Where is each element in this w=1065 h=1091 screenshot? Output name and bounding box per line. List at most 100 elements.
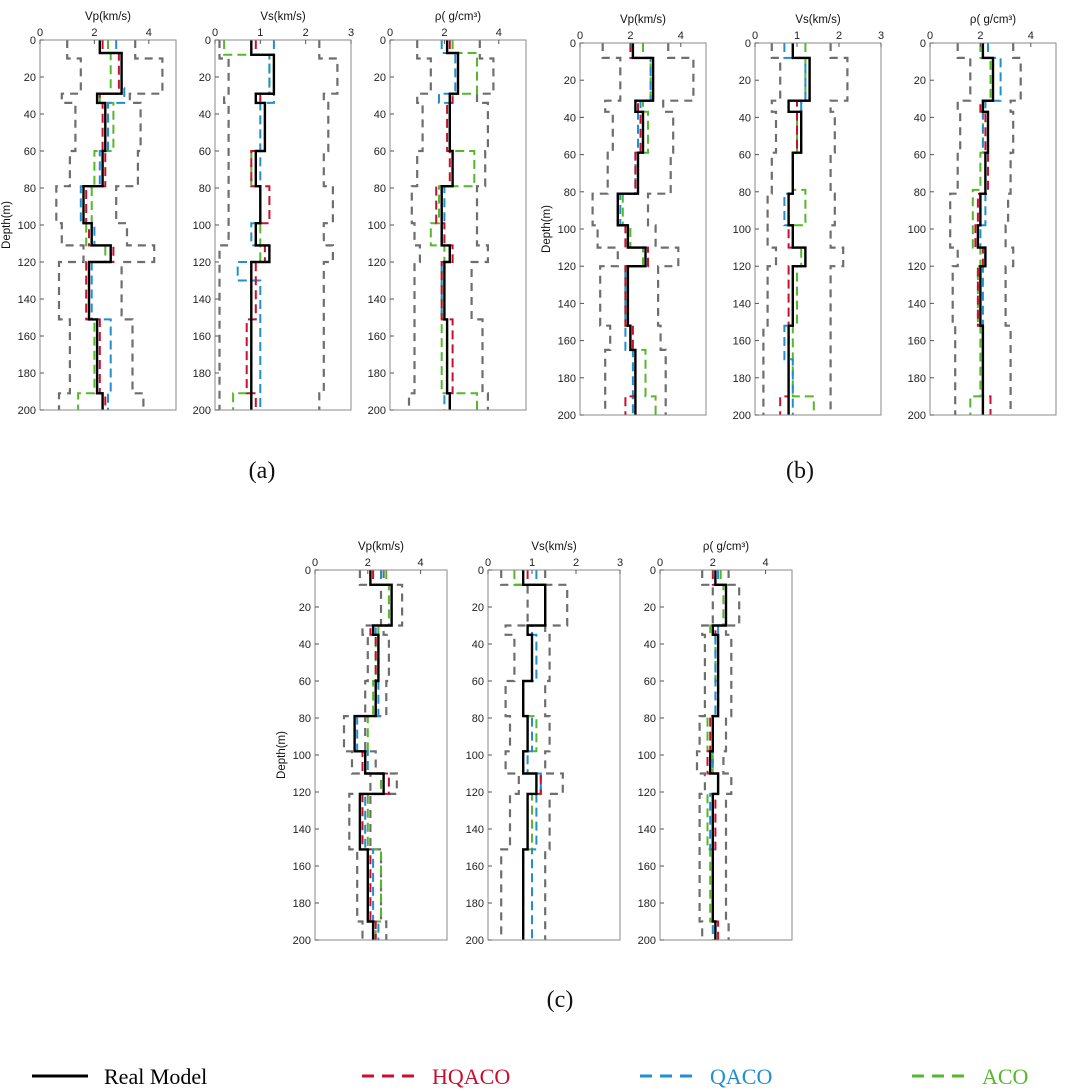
y-tick-label: 80 bbox=[299, 713, 311, 725]
x-tick-label: 3 bbox=[617, 557, 623, 569]
x-tick-label: 0 bbox=[577, 30, 583, 42]
y-tick-label: 200 bbox=[638, 935, 656, 947]
panel-b: Depth(m)0 2 4Vp(km/s)020406080100120140160… bbox=[541, 14, 1057, 484]
y-tick-label: 20 bbox=[299, 602, 311, 614]
y-tick-label: 120 bbox=[293, 787, 311, 799]
subplot-2: 0 1 2 3 Vs(km/s) 0 20 40 60 80 100 120 140 160 180 200 bbox=[733, 14, 884, 422]
y-tick-label: 180 bbox=[638, 898, 656, 910]
y-tick-label: 160 bbox=[293, 861, 311, 873]
legend-item-aco: ACO bbox=[912, 1064, 1028, 1089]
x-tick-label: 4 bbox=[418, 557, 424, 569]
y-tick-label: 60 bbox=[24, 146, 36, 158]
x-axis-label: Vp(km/s) bbox=[358, 541, 404, 553]
y-tick-label: 0 bbox=[745, 38, 751, 50]
y-tick-label: 200 bbox=[908, 410, 926, 422]
y-tick-label: 200 bbox=[466, 935, 484, 947]
legend-item-hqaco: HQACO bbox=[362, 1064, 510, 1089]
y-tick-label: 80 bbox=[199, 183, 211, 195]
y-tick-label: 80 bbox=[472, 713, 484, 725]
x-axis-label: Vs(km/s) bbox=[795, 14, 841, 26]
y-tick-label: 160 bbox=[368, 331, 386, 343]
plot-frame bbox=[754, 42, 882, 416]
subplot-3: 0 2 4 ρ( g/cm³) 0 20 40 60 80 100 120 140 160 180 200 bbox=[368, 11, 527, 417]
y-tick-label: 120 bbox=[733, 261, 751, 273]
x-tick-label: 2 bbox=[836, 30, 842, 42]
y-tick-label: 60 bbox=[199, 146, 211, 158]
x-tick-label: 0 bbox=[212, 27, 218, 39]
y-tick-label: 160 bbox=[193, 331, 211, 343]
series-upper-bound bbox=[470, 40, 495, 410]
y-tick-label: 100 bbox=[733, 224, 751, 236]
x-axis-label: Vp(km/s) bbox=[85, 11, 131, 23]
legend-item-real-model: Real Model bbox=[32, 1064, 207, 1089]
legend-label: HQACO bbox=[432, 1064, 510, 1089]
x-axis-label: ρ( g/cm³) bbox=[703, 541, 749, 553]
subplot-1: 0 2 4 Vp(km/s) 0 20 40 60 80 100 120 140 160 180 200 bbox=[18, 11, 177, 417]
y-tick-label: 160 bbox=[908, 336, 926, 348]
y-tick-label: 80 bbox=[564, 187, 576, 199]
x-tick-label: 2 bbox=[91, 27, 97, 39]
series-real-model bbox=[787, 43, 811, 415]
y-tick-label: 100 bbox=[908, 224, 926, 236]
series-lower-bound bbox=[55, 40, 85, 410]
series-group bbox=[695, 570, 741, 940]
series-group bbox=[218, 40, 339, 410]
y-tick-label: 0 bbox=[920, 38, 926, 50]
y-tick-label: 120 bbox=[558, 261, 576, 273]
y-tick-label: 120 bbox=[466, 787, 484, 799]
y-tick-label: 100 bbox=[18, 220, 36, 232]
y-tick-label: 140 bbox=[18, 294, 36, 306]
y-tick-label: 100 bbox=[558, 224, 576, 236]
series-upper-bound bbox=[829, 43, 849, 415]
series-real-model bbox=[709, 570, 728, 940]
x-tick-label: 4 bbox=[678, 30, 684, 42]
series-upper-bound bbox=[1004, 43, 1022, 415]
y-tick-label: 40 bbox=[199, 109, 211, 121]
y-tick-label: 80 bbox=[739, 187, 751, 199]
series-real-model bbox=[616, 43, 655, 415]
x-tick-label: 1 bbox=[529, 557, 535, 569]
y-tick-label: 80 bbox=[914, 187, 926, 199]
y-tick-label: 160 bbox=[733, 336, 751, 348]
x-tick-label: 2 bbox=[303, 27, 309, 39]
y-tick-label: 180 bbox=[18, 368, 36, 380]
y-tick-label: 140 bbox=[908, 298, 926, 310]
series-upper-bound bbox=[115, 40, 164, 410]
y-tick-label: 140 bbox=[368, 294, 386, 306]
y-tick-label: 40 bbox=[739, 112, 751, 124]
panel-label: (a) bbox=[249, 458, 276, 484]
series-group bbox=[55, 40, 164, 410]
y-tick-label: 120 bbox=[368, 257, 386, 269]
plot-frame bbox=[39, 39, 177, 411]
y-tick-label: 20 bbox=[199, 72, 211, 84]
y-tick-label: 140 bbox=[466, 824, 484, 836]
y-tick-label: 0 bbox=[30, 35, 36, 47]
y-tick-label: 200 bbox=[293, 935, 311, 947]
series-group bbox=[500, 570, 569, 940]
y-tick-label: 140 bbox=[638, 824, 656, 836]
series-group bbox=[407, 40, 495, 410]
x-tick-label: 2 bbox=[441, 27, 447, 39]
y-tick-label: 120 bbox=[193, 257, 211, 269]
legend-label: QACO bbox=[710, 1064, 772, 1089]
series-real-model bbox=[82, 40, 123, 410]
y-tick-label: 200 bbox=[368, 405, 386, 417]
y-tick-label: 120 bbox=[908, 261, 926, 273]
series-lower-bound bbox=[500, 570, 529, 940]
y-tick-label: 20 bbox=[914, 75, 926, 87]
series-real-model bbox=[440, 40, 460, 410]
y-tick-label: 180 bbox=[368, 368, 386, 380]
legend-label: ACO bbox=[982, 1064, 1028, 1089]
y-tick-label: 200 bbox=[18, 405, 36, 417]
series-real-model bbox=[250, 40, 276, 410]
panel-c: Depth(m)0 2 4Vp(km/s)020406080100120140160… bbox=[276, 541, 793, 1013]
plot-frame bbox=[214, 39, 352, 411]
plot-frame bbox=[579, 42, 707, 416]
y-tick-label: 180 bbox=[193, 368, 211, 380]
y-tick-label: 60 bbox=[564, 150, 576, 162]
y-tick-label: 100 bbox=[293, 750, 311, 762]
x-tick-label: 4 bbox=[763, 557, 769, 569]
y-tick-label: 40 bbox=[374, 109, 386, 121]
x-tick-label: 2 bbox=[365, 557, 371, 569]
y-tick-label: 20 bbox=[374, 72, 386, 84]
